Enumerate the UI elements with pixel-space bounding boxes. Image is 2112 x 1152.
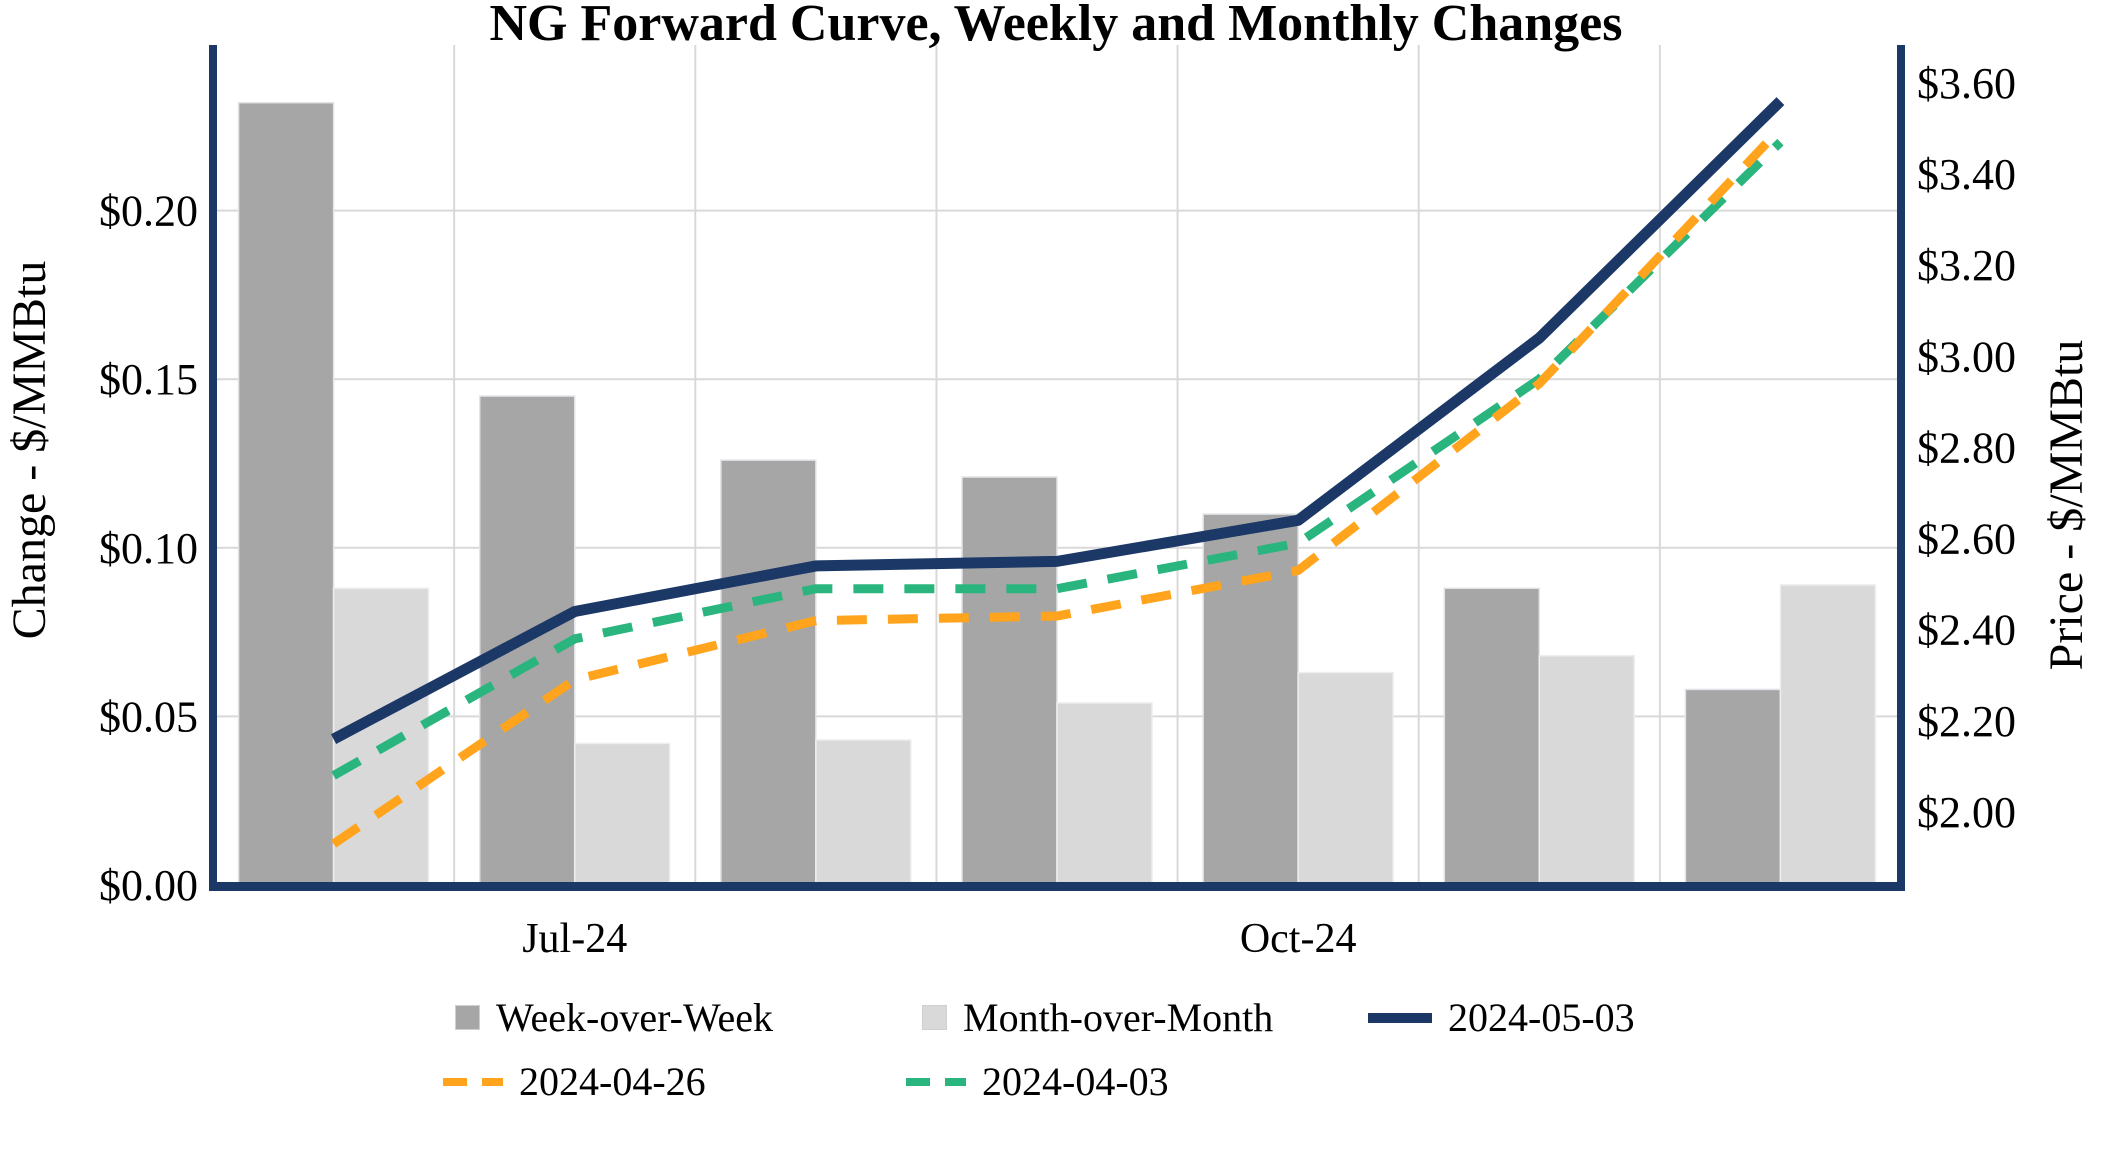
dashed-line-icon [443,1077,503,1086]
x-axis-tick-label: Jul-24 [522,916,627,962]
right-axis-spine [1897,45,1905,891]
left-axis-tick-label: $0.15 [99,355,198,404]
right-axis-tick-label: $3.00 [1917,332,2016,381]
right-axis-tick-label: $3.20 [1917,241,2016,290]
left-axis-tick-label: $0.20 [99,187,198,236]
bar-week-over-week [1202,513,1299,887]
legend-label: Month-over-Month [963,995,1274,1040]
right-axis-tick-label: $3.40 [1917,150,2016,199]
month-over-month-swatch-icon [922,1005,947,1030]
left-axis-tick-label: $0.05 [99,692,198,741]
bar-week-over-week [720,459,817,887]
bar-month-over-month [1779,584,1877,887]
x-axis-tick-label: Oct-24 [1240,916,1357,962]
bar-week-over-week [961,476,1058,887]
right-axis-tick-label: $2.00 [1917,788,2016,837]
legend-label: 2024-04-03 [982,1059,1169,1104]
bar-month-over-month [815,739,912,887]
legend-item-week-over-week: Week-over-Week [455,994,773,1041]
curve-2024-05-03 [330,97,1785,744]
right-axis-tick-label: $2.60 [1917,515,2016,564]
chart-title: NG Forward Curve, Weekly and Monthly Cha… [489,0,1623,52]
left-axis-tick-label: $0.00 [99,861,198,910]
curve-2024-04-26 [331,125,1784,848]
legend-item-month-over-month: Month-over-Month [922,994,1273,1041]
bar-week-over-week [1443,587,1541,887]
bar-week-over-week [237,101,335,887]
legend-item-2024-05-03: 2024-05-03 [1368,994,1635,1041]
bar-month-over-month [1056,702,1153,887]
bar-month-over-month [1538,654,1636,887]
bar-month-over-month [1297,671,1394,887]
legend-item-2024-04-26: 2024-04-26 [443,1058,706,1105]
right-axis-tick-label: $2.40 [1917,606,2016,655]
legend-label: 2024-04-26 [519,1059,706,1104]
bar-week-over-week [1684,688,1782,887]
legend-item-2024-04-03: 2024-04-03 [906,1058,1169,1105]
right-axis-tick-label: $2.20 [1917,697,2016,746]
right-axis-title: Price - $/MMBtu [2040,339,2093,671]
bottom-axis-spine [209,882,1905,891]
bar-month-over-month [573,742,671,887]
left-axis-spine [209,45,217,891]
left-axis-tick-label: $0.10 [99,524,198,573]
legend-label: Week-over-Week [496,995,774,1040]
left-axis-title: Change - $/MMBtu [3,260,56,640]
week-over-week-swatch-icon [455,1005,480,1030]
right-axis-tick-label: $2.80 [1917,423,2016,472]
solid-line-icon [1368,1012,1432,1023]
bar-month-over-month [332,587,430,887]
legend-label: 2024-05-03 [1448,995,1635,1040]
right-axis-tick-label: $3.60 [1917,59,2016,108]
dashed-line-icon [906,1077,966,1086]
